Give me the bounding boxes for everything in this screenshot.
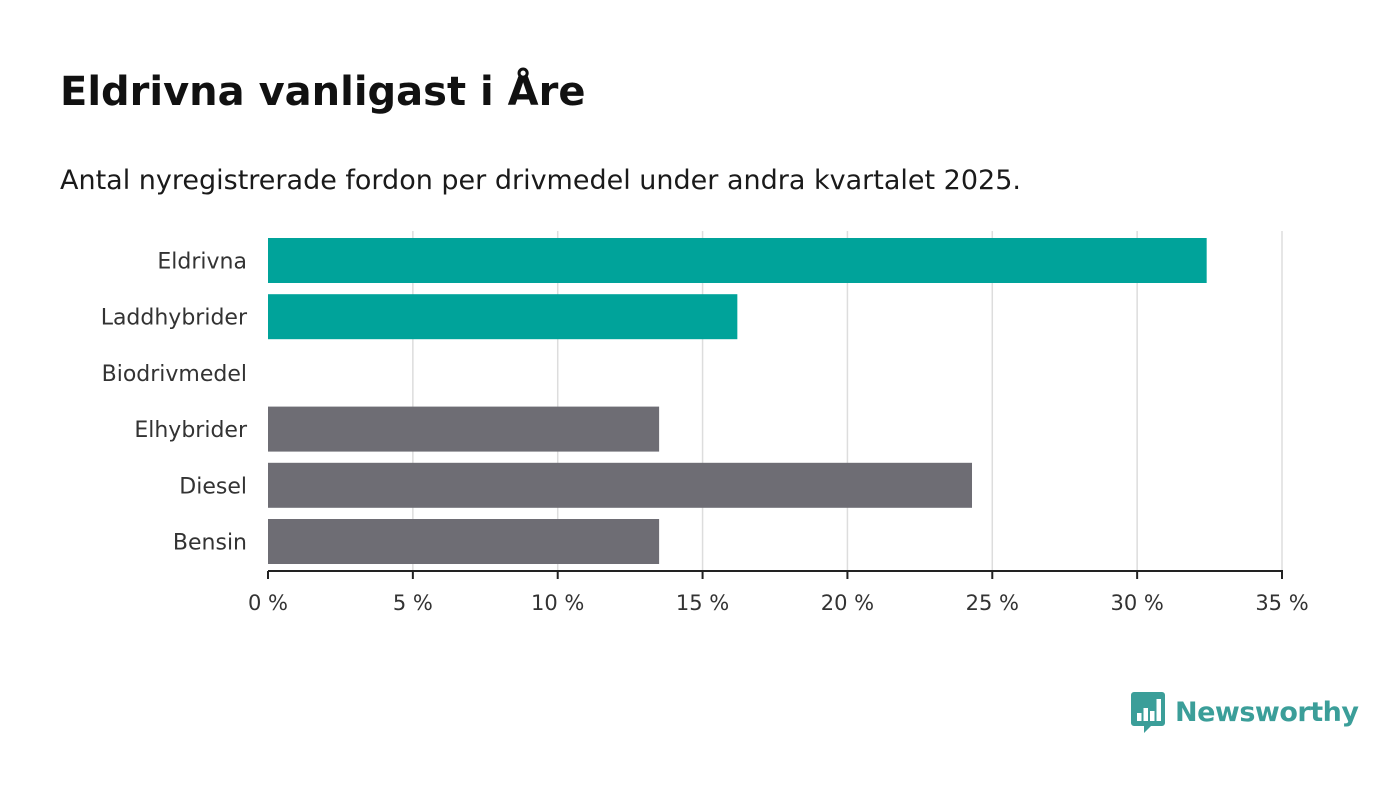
bars — [268, 238, 1207, 564]
bar-eldrivna — [268, 238, 1207, 283]
category-label: Bensin — [173, 531, 247, 556]
chart-title: Eldrivna vanligast i Åre — [60, 69, 586, 115]
category-label: Diesel — [179, 474, 247, 499]
x-tick-label: 15 % — [676, 591, 729, 615]
bar-diesel — [268, 462, 973, 508]
category-label: Elhybrider — [134, 418, 248, 443]
brand-name: Newsworthy — [1175, 697, 1359, 728]
gridlines — [412, 231, 1283, 571]
category-labels: Eldrivna Laddhybrider Biodrivmedel Elhybrid… — [101, 250, 248, 556]
x-tick-label: 30 % — [1110, 591, 1163, 615]
category-label: Biodrivmedel — [102, 362, 247, 387]
category-label: Eldrivna — [157, 250, 247, 275]
x-tick-label: 10 % — [531, 591, 584, 615]
bar-laddhybrider — [268, 294, 738, 340]
newsworthy-logo: Newsworthy — [1131, 692, 1359, 734]
bar-elhybrider — [268, 406, 660, 452]
x-tick-label: 25 % — [966, 591, 1019, 615]
bar-bensin — [268, 519, 660, 564]
x-tick-label: 20 % — [821, 591, 874, 615]
newsworthy-chart-bubble-icon — [1131, 692, 1165, 733]
x-axis: 0 % 5 % 10 % 15 % 20 % 25 % 30 % 35 % — [248, 570, 1309, 615]
x-tick-label: 35 % — [1255, 591, 1308, 615]
chart-subtitle: Antal nyregistrerade fordon per drivmede… — [60, 165, 1021, 196]
x-tick-label: 0 % — [248, 591, 288, 615]
category-label: Laddhybrider — [101, 306, 248, 331]
x-tick-label: 5 % — [393, 591, 433, 615]
